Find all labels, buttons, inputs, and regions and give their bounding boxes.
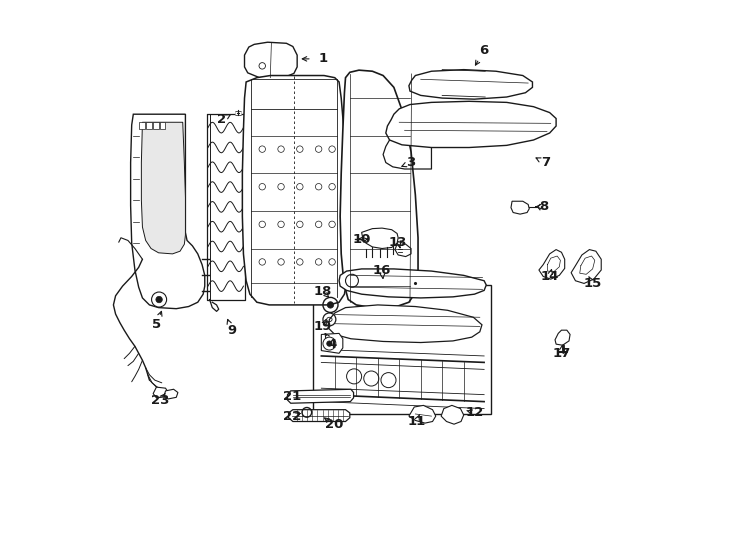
Text: 3: 3 <box>407 156 415 169</box>
Text: 9: 9 <box>227 323 236 336</box>
Text: 5: 5 <box>152 318 161 332</box>
Polygon shape <box>242 76 347 305</box>
Circle shape <box>327 302 334 308</box>
Polygon shape <box>328 305 482 342</box>
Text: 8: 8 <box>539 200 549 213</box>
Polygon shape <box>288 410 350 422</box>
Polygon shape <box>340 70 418 308</box>
Text: 18: 18 <box>313 285 333 298</box>
Text: 7: 7 <box>541 156 550 169</box>
Text: 17: 17 <box>553 347 570 360</box>
Bar <box>139 122 145 129</box>
Polygon shape <box>441 406 464 424</box>
Polygon shape <box>142 122 186 254</box>
Text: 6: 6 <box>479 44 489 57</box>
Text: 4: 4 <box>327 338 337 350</box>
Polygon shape <box>244 42 297 78</box>
Text: 22: 22 <box>283 410 301 423</box>
Text: 19: 19 <box>314 320 332 333</box>
Polygon shape <box>395 241 411 256</box>
Text: 2: 2 <box>217 113 227 126</box>
Text: 14: 14 <box>540 271 559 284</box>
Circle shape <box>156 296 162 303</box>
Polygon shape <box>511 201 529 214</box>
Text: 13: 13 <box>389 235 407 248</box>
Text: 11: 11 <box>407 415 426 428</box>
Circle shape <box>152 292 167 307</box>
Text: 21: 21 <box>283 390 301 403</box>
Bar <box>153 122 159 129</box>
Text: 10: 10 <box>352 233 371 246</box>
Text: 20: 20 <box>324 418 343 431</box>
Circle shape <box>327 341 332 346</box>
Bar <box>159 122 165 129</box>
Polygon shape <box>571 249 601 284</box>
Polygon shape <box>153 387 168 398</box>
Text: 12: 12 <box>465 407 484 420</box>
Text: 15: 15 <box>584 277 602 290</box>
Polygon shape <box>288 389 354 403</box>
Polygon shape <box>386 102 556 147</box>
Polygon shape <box>409 406 436 423</box>
Polygon shape <box>409 70 532 99</box>
Text: 16: 16 <box>373 264 391 276</box>
Polygon shape <box>539 249 564 279</box>
Text: 23: 23 <box>151 394 170 407</box>
Bar <box>146 122 152 129</box>
Polygon shape <box>131 114 205 309</box>
Text: 1: 1 <box>319 52 327 65</box>
Bar <box>313 285 490 414</box>
Polygon shape <box>555 330 570 345</box>
Polygon shape <box>164 389 178 399</box>
Polygon shape <box>339 269 486 298</box>
Polygon shape <box>362 228 398 248</box>
Polygon shape <box>321 333 343 353</box>
